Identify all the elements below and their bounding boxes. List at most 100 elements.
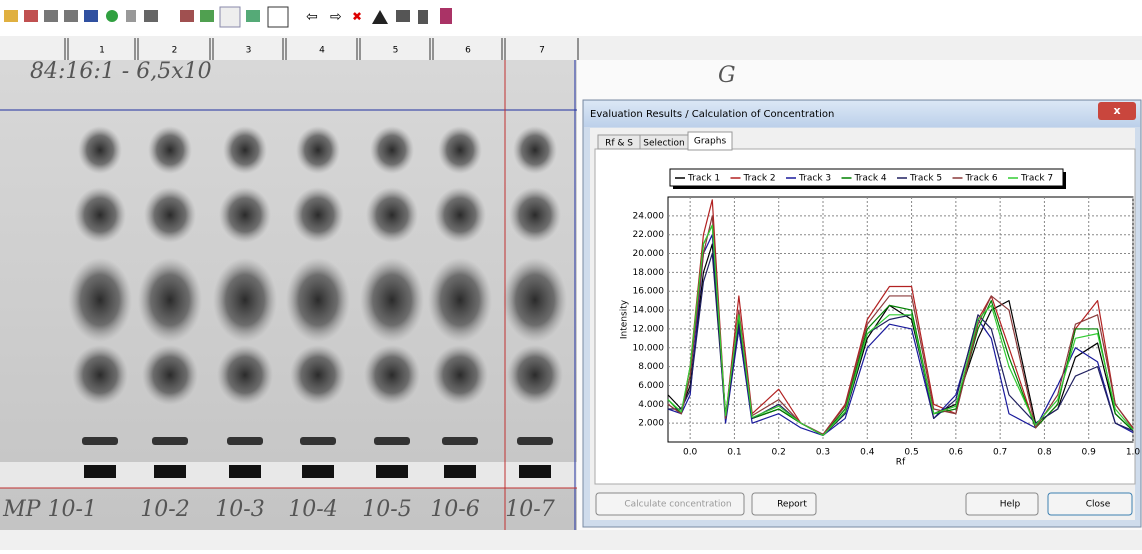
tlc-spot: [144, 187, 196, 243]
button[interactable]: [1047, 492, 1133, 516]
tab-label: Selection: [643, 139, 684, 149]
button: [595, 492, 745, 516]
toolbar-icons[interactable]: ⇦ ⇨ ✖: [4, 6, 452, 28]
tlc-spot: [432, 345, 488, 405]
tlc-spot: [509, 187, 561, 243]
tlc-spot: [360, 258, 424, 342]
lane-label: 10-7: [505, 497, 554, 522]
y-tick-label: 16.000: [633, 287, 665, 297]
tlc-band: [376, 465, 408, 478]
tlc-spot: [370, 126, 414, 174]
tlc-spot: [503, 258, 567, 342]
tlc-band: [82, 437, 118, 445]
x-tick-label: 0.3: [816, 448, 830, 458]
close-button[interactable]: [1098, 102, 1136, 120]
button-label: Report: [777, 500, 807, 510]
legend-label: Track 6: [965, 174, 998, 184]
legend-label: Track 5: [909, 174, 942, 184]
y-tick-label: 2.000: [638, 419, 664, 429]
legend-label: Track 2: [743, 174, 776, 184]
dialog-title: Evaluation Results / Calculation of Conc…: [590, 109, 834, 120]
x-tick-label: 0.6: [949, 448, 964, 458]
tlc-spot: [142, 345, 198, 405]
ruler: [0, 36, 1142, 60]
tlc-spot: [428, 258, 492, 342]
y-tick-label: 8.000: [638, 362, 664, 372]
y-tick-label: 12.000: [633, 324, 665, 334]
data-line: [668, 252, 1134, 436]
legend-label: Track 3: [798, 174, 831, 184]
tlc-band: [444, 465, 476, 478]
x-tick-label: 0.9: [1082, 448, 1097, 458]
track-number: 2: [172, 46, 178, 56]
lane-label: 10-3: [215, 497, 264, 522]
tlc-band: [300, 437, 336, 445]
tlc-spot: [434, 187, 486, 243]
tlc-spot: [213, 258, 277, 342]
tlc-band: [374, 437, 410, 445]
y-tick-label: 6.000: [638, 381, 664, 391]
y-tick-label: 18.000: [633, 268, 665, 278]
tlc-band: [152, 437, 188, 445]
tlc-band: [229, 465, 261, 478]
legend: Track 1 Track 2 Track 3 Track 4 Track 5 Track…: [669, 168, 1066, 189]
tlc-spot: [286, 258, 350, 342]
tlc-spot: [292, 187, 344, 243]
lane-label: 10-5: [362, 497, 411, 522]
tlc-spot: [296, 126, 340, 174]
y-tick-label: 10.000: [633, 343, 665, 353]
legend-label: Track 1: [687, 174, 720, 184]
tlc-spot: [223, 126, 267, 174]
legend-box: [669, 168, 1064, 187]
x-axis-label: Rf: [896, 458, 906, 468]
y-tick-label: 14.000: [633, 306, 665, 316]
lane-label: MP 10-1: [2, 497, 97, 522]
lane-label: 10-2: [140, 497, 189, 522]
plot-area: [667, 196, 1134, 443]
track-number: 3: [246, 46, 252, 56]
y-tick-label: 4.000: [638, 400, 664, 410]
button-label: Calculate concentration: [624, 500, 731, 510]
tlc-band: [154, 465, 186, 478]
x-tick-label: 0.1: [727, 448, 741, 458]
legend-label: Track 4: [854, 174, 887, 184]
track-number: 5: [393, 46, 399, 56]
tlc-spot: [72, 345, 128, 405]
tlc-spot: [219, 187, 271, 243]
x-tick-label: 0.2: [772, 448, 786, 458]
plate-note: G: [718, 63, 736, 88]
button-label: Help: [1000, 500, 1021, 510]
toolbar: [0, 0, 1142, 36]
tlc-spot: [68, 258, 132, 342]
tlc-spot: [138, 258, 202, 342]
tlc-spot: [148, 126, 192, 174]
svg-text:⇨: ⇨: [330, 9, 342, 25]
tlc-band: [84, 465, 116, 478]
y-tick-label: 20.000: [633, 249, 665, 259]
x-tick-label: 0.7: [993, 448, 1007, 458]
tlc-band: [302, 465, 334, 478]
tab-label: Rf & S: [605, 139, 633, 149]
x-tick-label: 1.0: [1126, 448, 1141, 458]
tlc-spot: [513, 126, 557, 174]
data-line: [667, 224, 1134, 437]
svg-text:✖: ✖: [352, 10, 362, 24]
tab[interactable]: [687, 131, 733, 151]
x-tick-label: 0.5: [904, 448, 918, 458]
y-tick-label: 22.000: [633, 230, 665, 240]
lane-label: 10-4: [288, 497, 337, 522]
tlc-spot: [364, 345, 420, 405]
button[interactable]: [751, 492, 817, 516]
x-tick-label: 0.0: [683, 448, 698, 458]
status-bar: [0, 530, 1142, 550]
x-tick-label: 0.8: [1037, 448, 1052, 458]
tlc-spot: [290, 345, 346, 405]
title-bar: [584, 101, 1140, 127]
tlc-spot: [78, 126, 122, 174]
button[interactable]: [965, 492, 1039, 516]
track-number: 1: [99, 46, 105, 56]
track-number: 7: [539, 46, 545, 56]
tlc-band: [517, 437, 553, 445]
x-tick-label: 0.4: [860, 448, 875, 458]
